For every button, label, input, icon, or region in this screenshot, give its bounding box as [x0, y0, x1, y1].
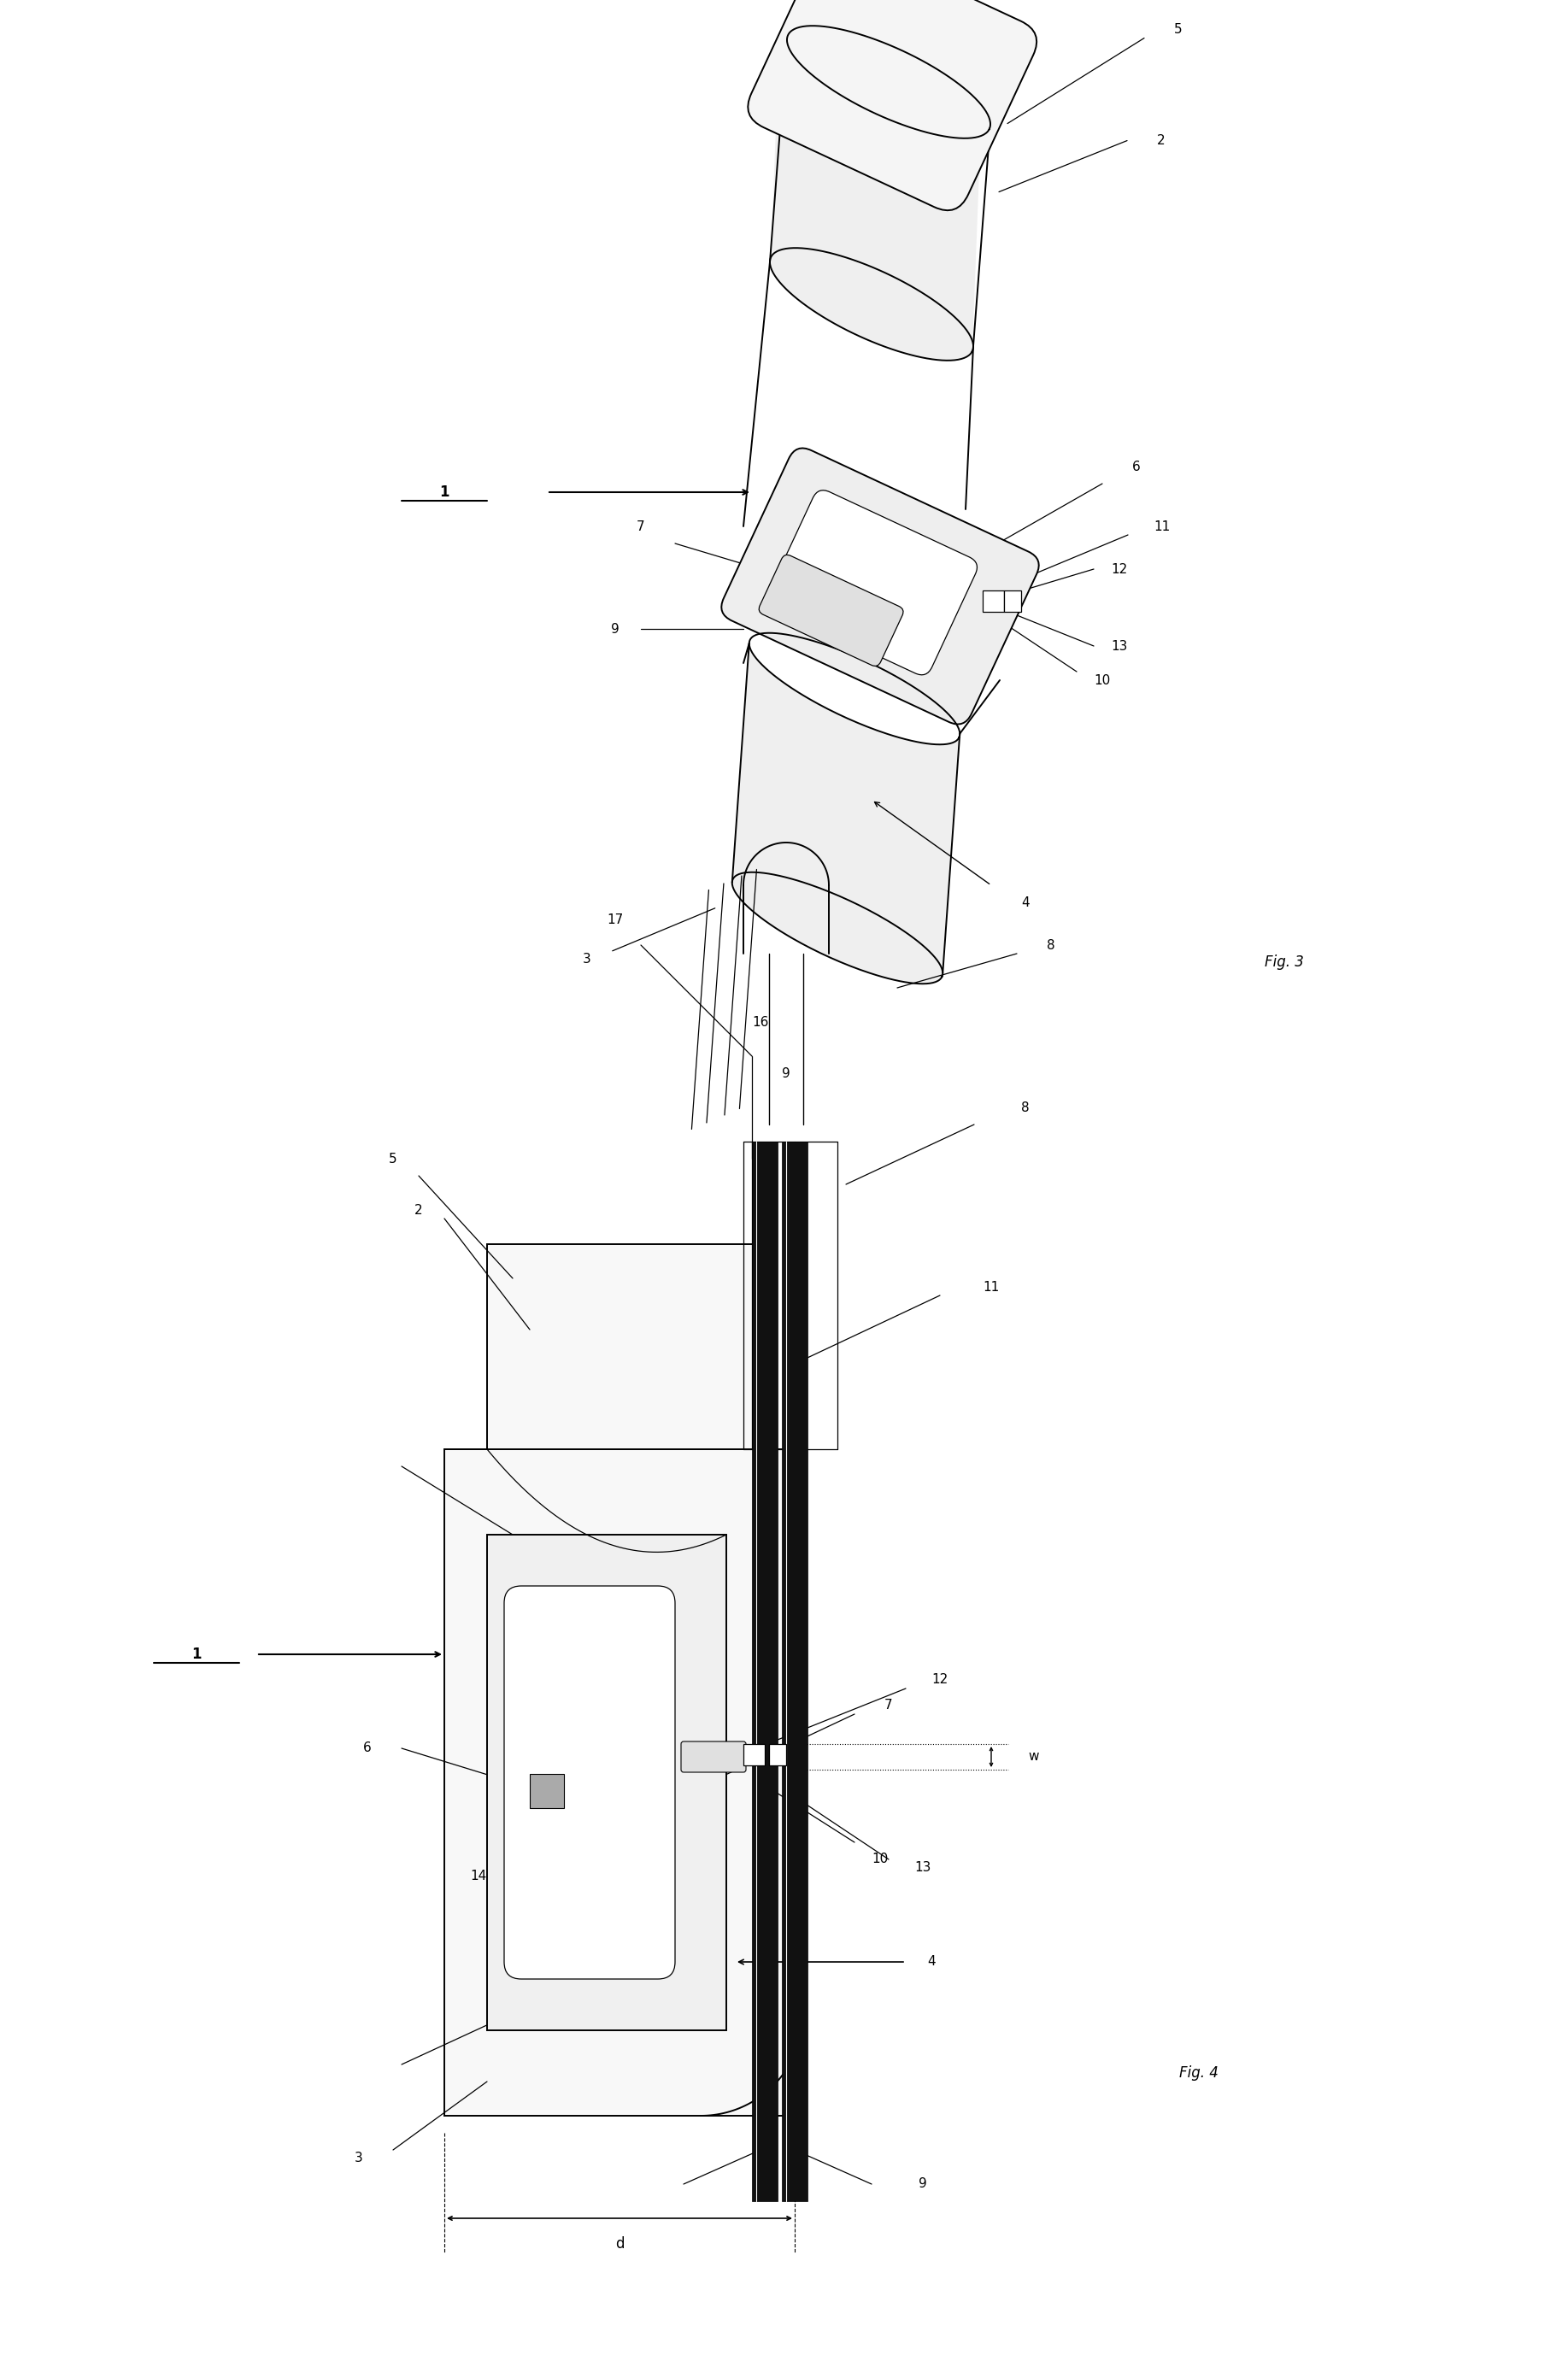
Text: 3: 3 — [354, 2152, 364, 2164]
Text: 2: 2 — [1157, 134, 1165, 146]
Text: 2: 2 — [414, 1203, 423, 1218]
Polygon shape — [732, 641, 960, 984]
FancyBboxPatch shape — [681, 1740, 746, 1773]
Bar — [488, 1243, 760, 1448]
Text: 9: 9 — [782, 1067, 790, 1079]
Text: 12: 12 — [1112, 563, 1127, 575]
Bar — [768, 1745, 786, 1766]
Text: 13: 13 — [914, 1860, 931, 1875]
Text: 11: 11 — [983, 1281, 999, 1293]
Text: 1: 1 — [439, 485, 450, 499]
Text: 7: 7 — [884, 1700, 892, 1712]
Text: 13: 13 — [1112, 641, 1127, 652]
Text: 9: 9 — [612, 622, 619, 636]
Text: 16: 16 — [753, 1015, 768, 1029]
FancyBboxPatch shape — [759, 556, 903, 666]
Text: 10: 10 — [1094, 674, 1110, 688]
Polygon shape — [770, 35, 982, 360]
Text: 6: 6 — [1132, 459, 1140, 473]
Text: 1: 1 — [191, 1646, 201, 1663]
Bar — [743, 1745, 765, 1766]
Text: 12: 12 — [931, 1674, 949, 1686]
Text: 5: 5 — [1174, 24, 1182, 35]
Bar — [753, 1142, 778, 2202]
Text: 17: 17 — [607, 914, 624, 926]
Bar — [488, 1535, 726, 2030]
Text: d: d — [615, 2237, 624, 2251]
Text: Fig. 4: Fig. 4 — [1179, 2065, 1218, 2082]
Text: 6: 6 — [364, 1743, 372, 1754]
Text: 8: 8 — [1047, 940, 1055, 951]
Text: 15: 15 — [564, 1665, 580, 1677]
Text: 10: 10 — [872, 1853, 889, 1865]
Text: 5: 5 — [389, 1152, 397, 1166]
FancyBboxPatch shape — [505, 1585, 676, 1978]
Bar — [1004, 591, 1021, 612]
Text: 7: 7 — [637, 520, 644, 532]
Bar — [530, 1773, 564, 1809]
Text: Fig. 3: Fig. 3 — [1265, 954, 1305, 970]
FancyBboxPatch shape — [768, 490, 977, 676]
Text: 4: 4 — [927, 1955, 936, 1969]
Text: w: w — [1029, 1750, 1040, 1764]
Text: 8: 8 — [1021, 1102, 1030, 1114]
Bar — [782, 1142, 808, 2202]
Text: 4: 4 — [1021, 895, 1030, 909]
Bar — [983, 591, 1004, 612]
Text: 14: 14 — [470, 1870, 486, 1884]
Bar — [444, 1448, 803, 2115]
FancyBboxPatch shape — [721, 447, 1040, 725]
Text: 11: 11 — [1154, 520, 1170, 532]
Text: 3: 3 — [583, 954, 591, 966]
FancyBboxPatch shape — [748, 0, 1036, 210]
Text: 9: 9 — [919, 2178, 927, 2190]
